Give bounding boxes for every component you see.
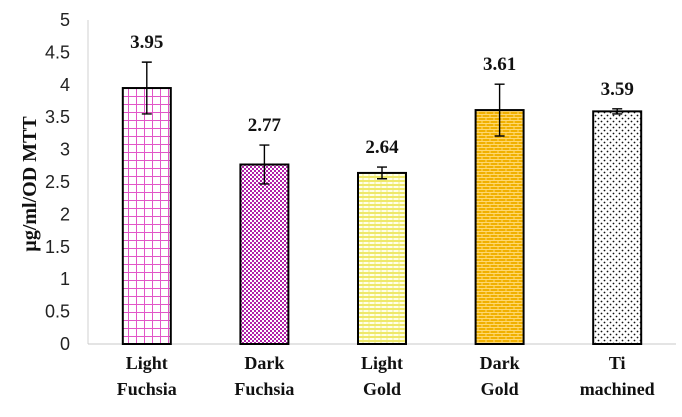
error-bars [141,61,623,185]
y-tick-label: 2.5 [45,172,70,192]
error-bar [612,108,623,115]
x-tick-label: Gold [481,379,519,399]
bar [239,163,290,345]
data-label: 3.61 [483,54,516,75]
x-tick-label: machined [580,379,655,399]
x-tick-label: Fuchsia [117,379,177,399]
y-tick-label: 3.5 [45,107,70,127]
y-tick-label: 5 [60,10,70,30]
bar [592,110,643,345]
x-tick-label: Light [126,353,168,373]
error-bar [141,61,152,115]
y-tick-label: 4 [60,75,70,95]
x-tick-label: Dark [480,353,520,373]
x-tick-label: Gold [363,379,401,399]
x-tick-labels: Light Fuchsia Dark Fuchsia Light Gold Dark Gold… [117,353,655,399]
x-tick-label: Ti [609,353,626,373]
bar [474,109,525,345]
x-tick-label: Dark [244,353,284,373]
value-labels: 3.95 2.77 2.64 3.61 3.59 [130,32,634,158]
y-tick-label: 0 [60,334,70,354]
x-tick-label: Light [361,353,403,373]
data-label: 3.95 [130,32,163,53]
y-tick-label: 1 [60,269,70,289]
y-tick-label: 1.5 [45,237,70,257]
y-tick-label: 0.5 [45,302,70,322]
error-bar [494,83,505,137]
data-label: 2.77 [248,115,282,136]
data-label: 2.64 [365,137,399,158]
y-tick-label: 2 [60,204,70,224]
bars [121,87,643,346]
data-label: 3.59 [601,79,634,100]
y-tick-label: 3 [60,140,70,160]
x-tick-label: Fuchsia [234,379,294,399]
bar [357,171,407,345]
y-tick-label: 4.5 [45,42,70,62]
error-bar [377,166,387,180]
error-bar [259,144,270,185]
y-tick-labels: 0 0.5 1 1.5 2 2.5 3 3.5 4 4.5 5 [45,10,70,354]
bar [121,87,172,346]
y-axis-title: µg/ml/OD MTT [19,116,41,252]
